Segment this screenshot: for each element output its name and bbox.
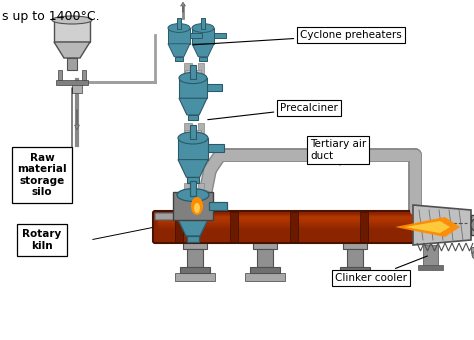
Bar	[184, 183, 192, 213]
Ellipse shape	[191, 197, 203, 215]
Bar	[177, 18, 181, 29]
FancyBboxPatch shape	[157, 216, 412, 220]
Bar	[214, 33, 226, 38]
Bar	[418, 265, 443, 270]
FancyBboxPatch shape	[157, 219, 412, 223]
Bar	[209, 202, 227, 210]
Bar	[190, 33, 202, 38]
Text: Rotary
kiln: Rotary kiln	[22, 229, 62, 251]
Polygon shape	[395, 217, 460, 237]
Text: Tertiary air
duct: Tertiary air duct	[310, 139, 366, 165]
Bar	[185, 70, 201, 80]
Bar	[179, 78, 207, 98]
Bar	[184, 123, 192, 138]
FancyBboxPatch shape	[157, 215, 412, 219]
Bar	[187, 177, 199, 183]
Bar	[471, 247, 474, 253]
Bar	[347, 249, 363, 267]
Polygon shape	[178, 159, 208, 177]
Polygon shape	[413, 205, 471, 245]
Circle shape	[472, 251, 474, 259]
Polygon shape	[192, 44, 214, 57]
Bar	[201, 18, 205, 29]
Bar	[245, 273, 285, 281]
Bar	[184, 63, 192, 78]
Ellipse shape	[178, 132, 208, 144]
Ellipse shape	[168, 23, 190, 32]
Bar	[190, 181, 196, 196]
Ellipse shape	[177, 189, 209, 201]
Bar	[82, 70, 86, 80]
Ellipse shape	[194, 203, 200, 213]
FancyBboxPatch shape	[157, 221, 412, 224]
Bar	[188, 115, 198, 120]
Bar	[207, 84, 222, 91]
Bar	[187, 236, 199, 242]
Bar	[471, 215, 474, 235]
Bar	[250, 267, 280, 273]
Text: s up to 1400°C.: s up to 1400°C.	[2, 10, 100, 23]
Bar	[190, 124, 196, 139]
FancyArrow shape	[74, 110, 80, 130]
Bar	[183, 241, 207, 249]
Ellipse shape	[192, 23, 214, 32]
Polygon shape	[177, 218, 209, 236]
FancyBboxPatch shape	[157, 223, 412, 227]
Bar	[253, 241, 277, 249]
Bar	[185, 130, 201, 140]
Polygon shape	[405, 221, 450, 233]
Ellipse shape	[179, 72, 207, 84]
Bar	[168, 28, 190, 44]
Bar	[173, 192, 213, 220]
Bar	[175, 212, 183, 242]
Bar	[177, 195, 209, 218]
Bar	[335, 273, 375, 281]
Bar	[208, 144, 225, 152]
Bar	[423, 245, 438, 265]
Bar	[198, 123, 204, 138]
Bar	[198, 63, 204, 78]
Bar	[199, 57, 207, 61]
FancyArrow shape	[181, 2, 185, 12]
Bar	[198, 183, 204, 200]
Bar	[178, 138, 208, 159]
Bar	[290, 212, 298, 242]
Bar	[67, 58, 77, 70]
Bar	[230, 212, 238, 242]
Text: Cyclone preheaters: Cyclone preheaters	[193, 30, 402, 45]
Bar	[187, 249, 203, 267]
Bar	[340, 267, 370, 273]
Bar	[180, 267, 210, 273]
Polygon shape	[168, 44, 190, 57]
FancyBboxPatch shape	[157, 225, 412, 229]
Bar	[343, 241, 367, 249]
FancyBboxPatch shape	[157, 222, 412, 226]
Bar	[190, 65, 196, 79]
Bar	[192, 28, 214, 44]
Bar	[58, 70, 62, 80]
Bar	[175, 57, 183, 61]
Bar	[257, 249, 273, 267]
Bar	[72, 83, 82, 93]
Bar	[175, 273, 215, 281]
Polygon shape	[179, 98, 207, 115]
Circle shape	[471, 218, 474, 232]
Text: Clinker cooler: Clinker cooler	[335, 256, 428, 283]
Text: Precalciner: Precalciner	[208, 103, 338, 120]
Polygon shape	[54, 42, 90, 58]
Bar	[360, 212, 368, 242]
Ellipse shape	[52, 16, 92, 24]
Bar	[54, 20, 90, 42]
Polygon shape	[155, 213, 205, 220]
FancyBboxPatch shape	[157, 218, 412, 221]
FancyBboxPatch shape	[153, 211, 417, 243]
Text: Raw
material
storage
silo: Raw material storage silo	[17, 153, 67, 198]
Bar	[56, 80, 88, 85]
